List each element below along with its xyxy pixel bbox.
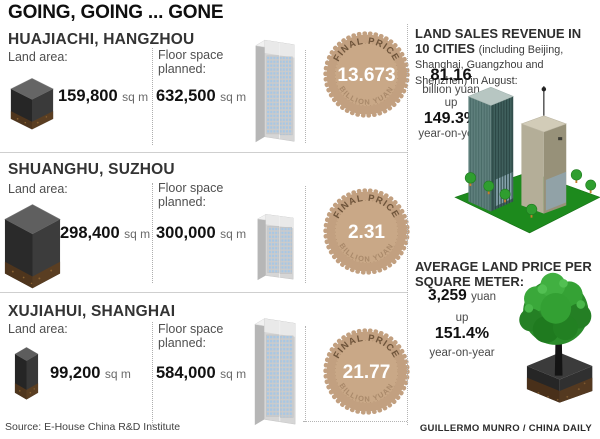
page-title: GOING, GOING ... GONE	[8, 2, 224, 23]
city-towers-icon	[454, 86, 600, 234]
floor-space-label: Floor space planned:	[158, 48, 224, 76]
building-icon	[254, 318, 296, 426]
floor-space-value: 300,000	[156, 224, 216, 242]
revenue-unit: billion yuan	[422, 84, 480, 96]
floor-space-unit: sq m	[220, 367, 247, 381]
listing-row-suzhou: SHUANGHU, SUZHOU Land area: 298,400 sq m…	[0, 153, 410, 292]
revenue-value: 81.16	[430, 66, 472, 84]
listing-row-shanghai: XUJIAHUI, SHANGHAI Land area: 99,200 sq …	[0, 293, 410, 439]
average-price-stats: 3,259 yuan up 151.4% year-on-year	[412, 287, 512, 360]
badge-value: 13.673	[337, 65, 395, 86]
row-separator	[0, 292, 407, 293]
floor-space-unit: sq m	[220, 90, 247, 104]
floor-space-valuerow: 584,000 sq m	[156, 364, 246, 383]
floor-space-value: 584,000	[156, 364, 216, 382]
revenue-up-label: up	[444, 97, 458, 109]
listing-row-hangzhou: HUAJIACHI, HANGZHOU Land area: 159,800 s…	[0, 28, 410, 152]
badge-value: 21.77	[343, 362, 391, 383]
badge-column-divider	[305, 50, 306, 143]
badge-value: 2.31	[348, 222, 385, 243]
land-area-valuerow: 159,800 sq m	[58, 87, 148, 106]
average-change: 151.4%	[434, 325, 490, 342]
land-area-value: 99,200	[50, 364, 101, 382]
land-area-label: Land area:	[8, 182, 68, 196]
average-price-heading: AVERAGE LAND PRICE PER SQUARE METER:	[415, 259, 592, 289]
land-block-icon	[4, 204, 61, 289]
source-note: Source: E-House China R&D Institute	[5, 421, 181, 433]
building-icon	[256, 214, 294, 281]
credit-byline: GUILLERMO MUNRO / CHINA DAILY	[419, 423, 592, 434]
average-period: year-on-year	[429, 347, 495, 359]
column-divider	[152, 48, 153, 145]
listing-city: XUJIAHUI, SHANGHAI	[8, 303, 176, 320]
average-up-label: up	[455, 312, 469, 324]
final-price-badge: FINAL PRICE 2.31 BILLION YUAN	[323, 188, 410, 275]
land-area-label: Land area:	[8, 322, 68, 336]
floor-space-unit: sq m	[220, 227, 247, 241]
badge-column-underline	[303, 421, 407, 422]
badge-column-divider	[305, 326, 306, 422]
building-icon	[254, 39, 295, 143]
revenue-heading: LAND SALES REVENUE IN 10 CITIES (includi…	[415, 26, 597, 88]
revenue-period: year-on-year	[418, 128, 484, 140]
average-price-valuerow: 3,259 yuan	[412, 287, 512, 306]
land-area-unit: sq m	[122, 90, 149, 104]
floor-space-valuerow: 632,500 sq m	[156, 87, 246, 106]
badge-column-divider	[305, 186, 306, 283]
tree-icon	[519, 272, 593, 403]
land-area-value: 159,800	[58, 87, 118, 105]
floor-space-valuerow: 300,000 sq m	[156, 224, 246, 243]
floor-space-value: 632,500	[156, 87, 216, 105]
column-divider	[152, 183, 153, 283]
right-panel-divider	[407, 24, 408, 425]
ground-trees	[464, 169, 597, 218]
listing-city: HUAJIACHI, HANGZHOU	[8, 31, 195, 48]
land-area-unit: sq m	[104, 367, 131, 381]
final-price-badge: FINAL PRICE 13.673 BILLION YUAN	[323, 31, 410, 118]
final-price-badge: FINAL PRICE 21.77 BILLION YUAN	[323, 328, 410, 415]
land-block-icon	[10, 78, 54, 130]
column-divider	[152, 322, 153, 425]
land-block-icon	[14, 347, 39, 400]
land-area-label: Land area:	[8, 50, 68, 64]
revenue-stats: 81.16 billion yuan up 149.3% year-on-yea…	[410, 66, 492, 141]
revenue-change: 149.3%	[423, 110, 479, 127]
floor-space-label: Floor space planned:	[158, 181, 224, 209]
land-area-value: 298,400	[60, 224, 120, 242]
listing-city: SHUANGHU, SUZHOU	[8, 161, 175, 178]
revenue-heading-note: (including Beijing, Shanghai, Guangzhou …	[415, 43, 564, 87]
revenue-heading-main: LAND SALES REVENUE IN 10 CITIES	[415, 26, 582, 56]
row-separator	[0, 152, 407, 153]
land-area-valuerow: 99,200 sq m	[50, 364, 131, 383]
average-price-value: 3,259	[427, 287, 467, 304]
land-area-valuerow: 298,400 sq m	[60, 224, 150, 243]
land-area-unit: sq m	[124, 227, 151, 241]
average-price-unit: yuan	[471, 291, 497, 303]
floor-space-label: Floor space planned:	[158, 322, 224, 350]
